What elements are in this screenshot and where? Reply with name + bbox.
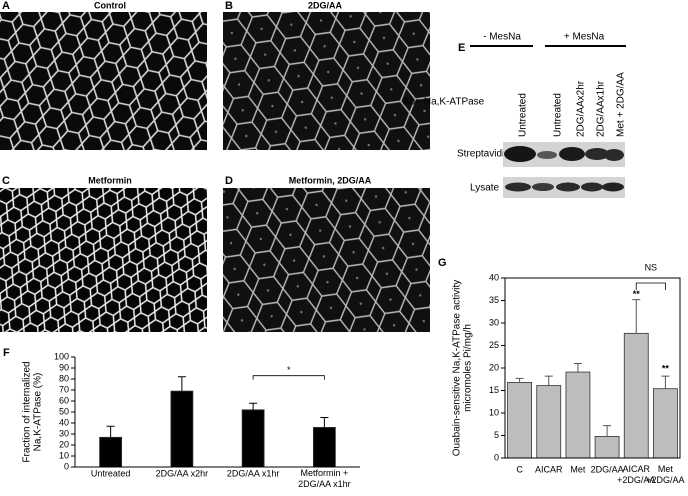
bar (507, 381, 532, 459)
y-tick-label: 10 (489, 407, 499, 417)
panel-label: C (2, 175, 10, 187)
band (602, 182, 624, 192)
bar (170, 390, 194, 468)
error-bar (603, 425, 612, 437)
panel-title: Control (94, 0, 126, 10)
y-label-group: Fraction of internalizedNa,K-ATPase (%) (21, 361, 43, 462)
y-axis-label: Fraction of internalizedNa,K-ATPase (%) (21, 361, 43, 462)
band (585, 148, 609, 160)
x-tick-label: Metformin +2DG/AA x1hr (298, 468, 351, 489)
panel-label: B (225, 0, 233, 12)
panel-label: G (438, 257, 447, 269)
sig-mark: NS (645, 262, 658, 272)
y-tick-label: 40 (489, 272, 499, 282)
y-tick-label: 5 (494, 430, 499, 440)
bar (653, 388, 678, 459)
lane-label: 2DG/AAx2hr (576, 80, 587, 137)
micrograph (223, 12, 430, 150)
sig-bracket (635, 282, 666, 290)
lane-label: 2DG/AAx1hr (596, 80, 607, 137)
antibody-label: Ab= Na,K-ATPase (403, 97, 485, 108)
panel-label: A (2, 0, 10, 12)
band (556, 182, 580, 192)
bar (241, 409, 265, 468)
bar (594, 435, 620, 459)
y-tick-label: 0 (494, 452, 499, 462)
error-bar (515, 377, 524, 383)
bar (623, 332, 649, 459)
x-tick-label: Met +2DG/AA (646, 464, 684, 485)
band (537, 151, 557, 159)
axes (74, 357, 360, 468)
y-tick-label: 80 (59, 373, 69, 383)
band (604, 149, 624, 161)
y-tick-label: 0 (64, 461, 69, 471)
y-tick-label: 50 (59, 406, 69, 416)
error-bar (632, 299, 641, 334)
micrograph (223, 188, 430, 332)
y-axis-label: Ouabain-sensitive Na,K-ATPase activitymi… (451, 280, 473, 457)
lane-label: Untreated (518, 93, 529, 137)
plot-frame (504, 277, 681, 459)
y-tick-label: 10 (59, 450, 69, 460)
error-bar (320, 417, 329, 428)
error-bar (106, 425, 115, 438)
blot-row-label: Lysate (470, 183, 500, 194)
panel-title: 2DG/AA (308, 0, 343, 10)
panel-label: D (225, 175, 233, 187)
group-label: - MesNa (483, 32, 521, 43)
x-tick-label: AICAR +2DG/AA (617, 464, 655, 485)
micrograph (0, 188, 207, 332)
group-label: + MesNa (564, 32, 605, 43)
error-bar (573, 363, 582, 373)
y-tick-label: 60 (59, 395, 69, 405)
lane-label: Untreated (553, 93, 564, 137)
y-tick-label: 20 (59, 439, 69, 449)
y-tick-label: 20 (489, 362, 499, 372)
y-tick-label: 15 (489, 385, 499, 395)
x-tick-label: Untreated (91, 468, 131, 478)
bar (99, 436, 123, 468)
y-tick-label: 25 (489, 340, 499, 350)
sig-mark: ** (662, 363, 670, 373)
band (505, 182, 531, 192)
bar (536, 385, 562, 459)
bar (565, 371, 591, 459)
panel-label: E (458, 42, 465, 54)
error-bar (544, 375, 553, 386)
panel-label: F (3, 347, 10, 359)
blot-row-label: Streptavidin (457, 149, 510, 160)
x-tick-label: 2DG/AA x2hr (156, 468, 209, 478)
y-tick-label: 30 (489, 317, 499, 327)
panel-title: Metformin (88, 175, 132, 185)
x-tick-label: 2DG/AA x1hr (227, 468, 280, 478)
sig-bracket (252, 375, 325, 380)
sig-mark: ** (633, 289, 641, 299)
y-tick-label: 90 (59, 362, 69, 372)
y-label-group: Ouabain-sensitive Na,K-ATPase activitymi… (451, 280, 473, 457)
x-tick-label: 2DG/AA (591, 464, 624, 474)
bar (312, 426, 336, 468)
y-tick-label: 30 (59, 428, 69, 438)
y-tick-label: 70 (59, 384, 69, 394)
panel-title: Metformin, 2DG/AA (289, 175, 372, 185)
y-tick-label: 40 (59, 417, 69, 427)
x-tick-label: Met (570, 464, 586, 474)
sig-mark: * (287, 365, 291, 375)
x-tick-label: C (516, 464, 523, 474)
band (504, 146, 536, 162)
micrograph (0, 12, 207, 150)
band (532, 183, 554, 191)
y-tick-label: 35 (489, 295, 499, 305)
y-tick-label: 100 (54, 351, 69, 361)
band (581, 182, 603, 192)
lane-label: Met + 2DG/AA (616, 72, 627, 137)
x-tick-label: AICAR (535, 464, 563, 474)
error-bar (661, 375, 670, 389)
band (559, 147, 585, 161)
error-bar (249, 402, 258, 410)
error-bar (177, 376, 186, 392)
